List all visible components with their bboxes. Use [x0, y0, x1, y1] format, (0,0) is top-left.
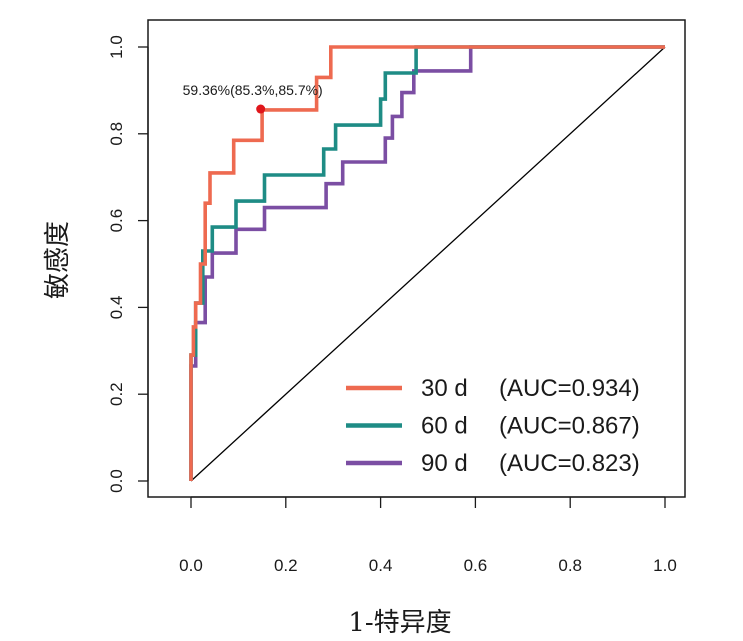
y-axis: 0.0 0.2 0.4 0.6 0.8 1.0: [107, 35, 148, 493]
x-axis: 0.0 0.2 0.4 0.6 0.8 1.0: [179, 497, 677, 575]
y-tick-label: 0.0: [107, 469, 126, 493]
x-tick-label: 0.0: [179, 556, 203, 575]
x-tick-label: 0.2: [274, 556, 298, 575]
roc-chart: 0.0 0.2 0.4 0.6 0.8 1.0 0.0 0.2 0.4 0.6 0.8 1.0 59…: [0, 0, 743, 641]
y-axis-title: 敏感度: [43, 221, 73, 299]
x-tick-label: 0.8: [558, 556, 582, 575]
legend-series-name: 60 d: [421, 413, 468, 440]
y-tick-label: 0.4: [107, 296, 126, 320]
legend-series-name: 90 d: [421, 450, 468, 477]
cutoff-label: 59.36%(85.3%,85.7%): [183, 82, 323, 98]
legend-series-name: 30 d: [421, 375, 468, 402]
y-tick-label: 0.6: [107, 209, 126, 233]
y-tick-label: 0.2: [107, 382, 126, 406]
legend-auc-label: (AUC=0.934): [499, 375, 640, 402]
x-axis-title: 1-特异度: [348, 608, 451, 638]
x-tick-label: 0.4: [369, 556, 393, 575]
y-tick-label: 0.8: [107, 122, 126, 146]
x-tick-label: 1.0: [653, 556, 677, 575]
legend: 30 d (AUC=0.934) 60 d (AUC=0.867) 90 d (AUC=0…: [346, 375, 640, 477]
legend-auc-label: (AUC=0.867): [499, 413, 640, 440]
y-tick-label: 1.0: [107, 35, 126, 59]
cutoff-point: [256, 105, 265, 114]
x-tick-label: 0.6: [464, 556, 488, 575]
legend-auc-label: (AUC=0.823): [499, 450, 640, 477]
